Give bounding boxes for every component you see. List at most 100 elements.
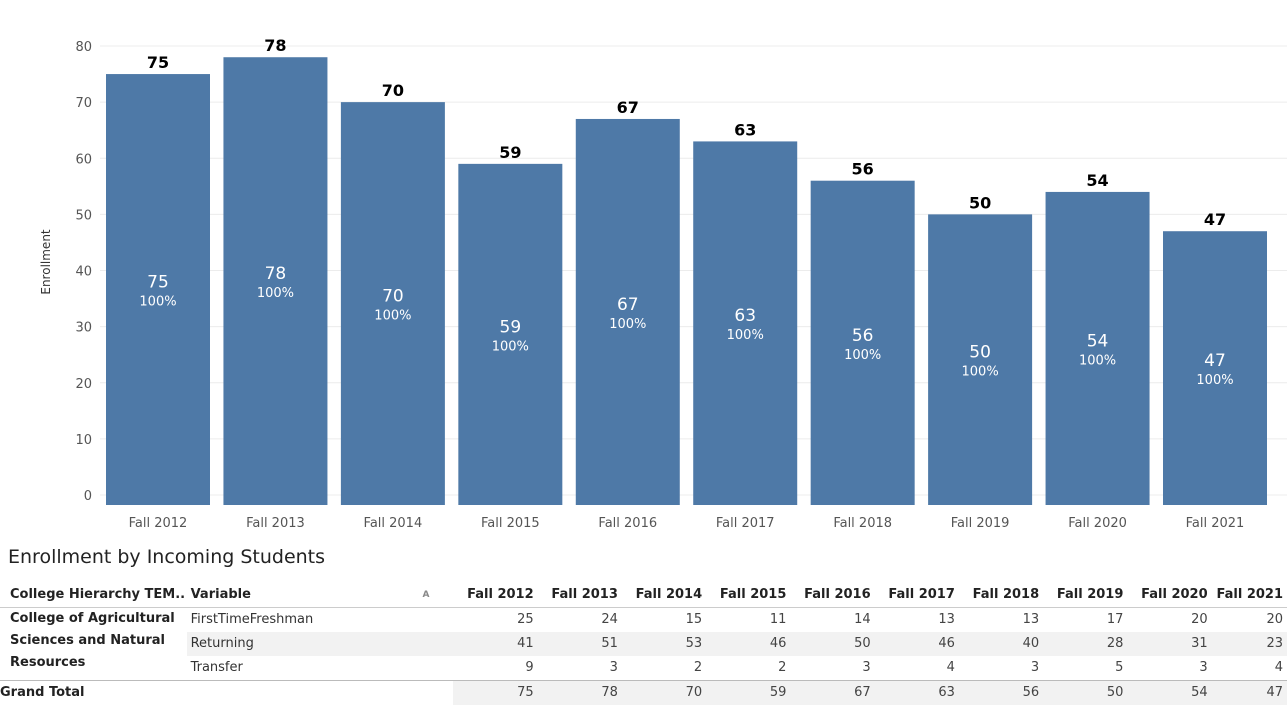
x-tick-label: Fall 2020 [1068, 516, 1127, 531]
bar-percent-label: 100% [492, 339, 529, 354]
y-tick-label: 50 [75, 208, 92, 223]
bar[interactable] [693, 141, 798, 505]
header-variable-label: Variable [190, 587, 251, 602]
bar[interactable] [1045, 191, 1150, 506]
bar-percent-label: 100% [844, 348, 881, 363]
grand-total-cell: 59 [706, 680, 791, 705]
bar-percent-label: 100% [1196, 373, 1233, 388]
grand-total-blank [186, 680, 454, 705]
y-axis-ticks: 0 10 20 30 40 50 60 70 80 [75, 40, 92, 504]
bar-value-label: 63 [734, 120, 756, 139]
bar-value-label: 50 [969, 193, 991, 212]
value-cell: 23 [1211, 632, 1287, 656]
x-tick-label: Fall 2018 [833, 516, 892, 531]
bar-inner-value-label: 67 [617, 295, 639, 315]
x-tick-label: Fall 2016 [598, 516, 657, 531]
value-cell: 2 [693, 660, 703, 675]
grand-total-row: Grand Total 75 78 70 59 67 63 56 50 54 47 [0, 680, 1287, 705]
column-header[interactable]: Fall 2014 [621, 583, 707, 608]
column-header[interactable]: Fall 2013 [537, 583, 622, 608]
column-header[interactable]: Fall 2012 [453, 583, 538, 608]
value-cell: 31 [1127, 632, 1212, 656]
value-cell: 40 [958, 632, 1044, 656]
y-tick-label: 30 [75, 321, 92, 336]
bar-inner-value-label: 56 [852, 326, 874, 346]
bar-value-label: 59 [499, 143, 521, 162]
bar-inner-value-label: 47 [1204, 351, 1226, 371]
x-tick-label: Fall 2017 [716, 516, 775, 531]
bar-percent-label: 100% [257, 286, 294, 301]
variable-cell: Transfer [190, 660, 243, 675]
grand-total-cell: 63 [874, 680, 959, 705]
value-cell: 4 [946, 660, 955, 675]
bar[interactable] [340, 102, 445, 505]
value-cell: 41 [453, 632, 538, 656]
value-cell: 46 [706, 632, 791, 656]
table-row: Returning 41 51 53 46 50 46 40 28 31 23 [0, 632, 1287, 656]
bar[interactable] [458, 163, 563, 506]
x-tick-label: Fall 2021 [1186, 516, 1245, 531]
value-cell: 50 [790, 632, 875, 656]
value-cell: 2 [778, 660, 787, 675]
x-tick-label: Fall 2015 [481, 516, 540, 531]
bar-value-label: 56 [852, 160, 874, 179]
bar-value-label: 70 [382, 81, 404, 100]
table-row: Transfer 9 3 2 2 3 4 3 5 3 4 [0, 656, 1287, 681]
value-cell: 3 [862, 660, 871, 675]
bar-inner-value-label: 50 [969, 343, 991, 363]
bar-value-label: 75 [147, 53, 169, 72]
bar[interactable] [928, 214, 1033, 505]
grand-total-cell: 67 [790, 680, 875, 705]
value-cell: 3 [609, 660, 618, 675]
bar-inner-value-label: 54 [1087, 331, 1109, 351]
y-axis-title: Enrollment [39, 229, 53, 295]
column-header[interactable]: Fall 2015 [706, 583, 791, 608]
bar[interactable] [1163, 231, 1267, 505]
grand-total-label: Grand Total [0, 680, 187, 705]
x-tick-label: Fall 2012 [129, 516, 188, 531]
x-tick-label: Fall 2019 [951, 516, 1010, 531]
column-header[interactable]: Fall 2019 [1043, 583, 1128, 608]
value-cell: 28 [1043, 632, 1128, 656]
sort-icon[interactable]: A [422, 590, 430, 600]
bar[interactable] [106, 74, 210, 505]
value-cell: 17 [1106, 612, 1124, 627]
bar[interactable] [223, 57, 328, 505]
bar[interactable] [575, 118, 680, 506]
value-cell: 25 [517, 612, 534, 627]
table-row: College of Agricultural Sciences and Nat… [0, 608, 1287, 670]
table-header-row: College Hierarchy TEM.. Variable A Fall … [0, 583, 1287, 608]
column-header[interactable]: Fall 2018 [958, 583, 1044, 608]
y-tick-label: 10 [75, 433, 92, 448]
grand-total-cell: 70 [621, 680, 707, 705]
bar-value-label: 78 [264, 36, 286, 55]
x-tick-label: Fall 2013 [246, 516, 305, 531]
column-header[interactable]: Fall 2016 [790, 583, 875, 608]
bar-percent-label: 100% [962, 365, 999, 380]
value-cell: 15 [685, 612, 703, 627]
grand-total-cell: 78 [537, 680, 622, 705]
column-header[interactable]: Fall 2017 [874, 583, 959, 608]
value-cell: 53 [621, 632, 707, 656]
table-title: Enrollment by Incoming Students [8, 546, 326, 568]
header-college-hierarchy[interactable]: College Hierarchy TEM.. [0, 583, 187, 608]
bar-inner-value-label: 78 [265, 264, 287, 284]
value-cell: 3 [1199, 660, 1208, 675]
bar-percent-label: 100% [374, 309, 411, 324]
bar-percent-label: 100% [727, 328, 764, 343]
y-tick-label: 60 [75, 152, 92, 167]
grand-total-cell: 50 [1043, 680, 1128, 705]
bar[interactable] [810, 180, 915, 505]
value-cell: 51 [537, 632, 622, 656]
column-header[interactable]: Fall 2020 [1127, 583, 1212, 608]
value-cell: 9 [525, 660, 534, 675]
y-tick-label: 70 [75, 96, 92, 111]
college-name-cell: College of Agricultural Sciences and Nat… [10, 611, 175, 670]
column-header[interactable]: Fall 2021 [1211, 583, 1287, 608]
value-cell: 14 [854, 612, 871, 627]
y-tick-label: 20 [75, 377, 92, 392]
bar-value-label: 54 [1086, 171, 1108, 190]
grand-total-cell: 75 [453, 680, 538, 705]
header-variable[interactable]: Variable A [186, 583, 454, 608]
